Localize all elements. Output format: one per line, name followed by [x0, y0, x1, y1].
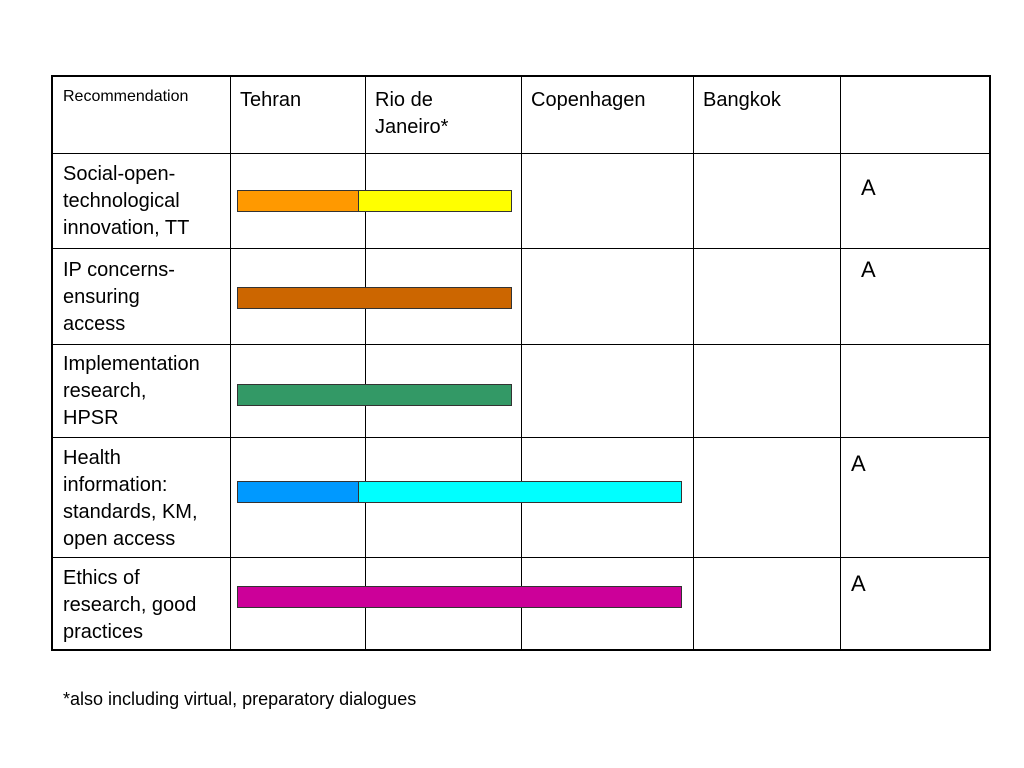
row-divider	[53, 437, 989, 438]
timeline-bar-segment	[237, 190, 359, 212]
header-tehran: Tehran	[240, 89, 302, 111]
row-label: Ethics of research, good practices	[63, 567, 197, 643]
header-bangkok: Bangkok	[703, 89, 781, 111]
row-label: Health information: standards, KM, open …	[63, 447, 198, 550]
column-divider	[230, 77, 231, 649]
timeline-bar-segment	[358, 190, 512, 212]
row-label: Social-open- technological innovation, T…	[63, 163, 190, 239]
row-divider	[53, 557, 989, 558]
column-divider	[693, 77, 694, 649]
row-label: Implementation research, HPSR	[63, 353, 200, 429]
timeline-bar-segment	[358, 481, 682, 503]
header-rio: Rio de Janeiro*	[375, 89, 449, 138]
timeline-table: Recommendation Tehran Rio de Janeiro* Co…	[51, 75, 991, 651]
row-mark: A	[861, 257, 876, 282]
row-mark: A	[861, 175, 876, 200]
timeline-bar-segment	[237, 287, 512, 309]
timeline-bar-segment	[237, 481, 359, 503]
column-divider	[365, 77, 366, 649]
row-mark: A	[851, 451, 866, 476]
row-mark: A	[851, 571, 866, 596]
row-divider	[53, 153, 989, 154]
header-copenhagen: Copenhagen	[531, 89, 646, 111]
footnote: *also including virtual, preparatory dia…	[63, 689, 417, 709]
row-divider	[53, 344, 989, 345]
column-divider	[521, 77, 522, 649]
timeline-bar-segment	[237, 384, 512, 406]
timeline-bar-segment	[237, 586, 682, 608]
row-divider	[53, 248, 989, 249]
column-divider	[840, 77, 841, 649]
row-label: IP concerns- ensuring access	[63, 259, 175, 335]
header-recommendation: Recommendation	[63, 88, 189, 105]
